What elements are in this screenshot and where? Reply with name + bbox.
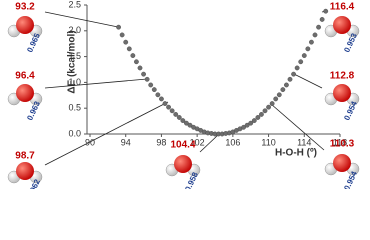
y-tick-label: 1.0	[68, 77, 81, 87]
annotation-arrow	[293, 73, 323, 89]
data-point	[244, 122, 250, 128]
data-point	[169, 108, 175, 114]
data-point	[273, 96, 279, 102]
data-point	[291, 71, 296, 77]
annotation-arrow	[270, 103, 325, 151]
data-point	[323, 8, 329, 14]
data-point	[251, 118, 257, 123]
oxygen-atom	[16, 162, 34, 180]
angle-label: 93.2	[15, 2, 35, 13]
angle-label: 116.4	[330, 2, 355, 13]
data-point	[166, 104, 171, 110]
data-point	[184, 120, 189, 126]
data-point	[301, 53, 307, 58]
data-point	[259, 111, 264, 117]
data-point	[176, 115, 182, 120]
data-point	[116, 24, 121, 30]
data-point	[266, 104, 271, 110]
data-point	[134, 59, 139, 65]
data-point	[137, 65, 143, 71]
oxygen-atom	[333, 84, 351, 102]
data-point	[187, 122, 193, 128]
data-point	[269, 101, 275, 106]
water-molecule	[324, 84, 360, 106]
x-tick-label: 118	[333, 137, 347, 147]
oxygen-atom	[333, 154, 351, 172]
data-point	[123, 39, 129, 45]
chart: ΔE (kcal/mol) H-O-H (º) 0.0 0.5 1.0 1.5 2.0 2…	[7, 0, 360, 189]
x-tick-label: 98	[156, 137, 166, 147]
data-point	[312, 32, 318, 38]
data-point	[151, 87, 157, 93]
x-tick-label: 114	[297, 137, 311, 147]
data-point	[162, 101, 168, 106]
bond-label: 0.954	[342, 99, 359, 121]
data-point	[180, 118, 186, 123]
data-point	[262, 108, 268, 114]
data-point	[305, 46, 311, 52]
angle-label: 96.4	[15, 71, 35, 82]
data-point	[255, 115, 261, 120]
y-axis-label: ΔE (kcal/mol)	[67, 30, 78, 93]
data-point	[294, 65, 300, 71]
bond-label: 0.965	[25, 31, 42, 53]
data-point	[148, 82, 154, 88]
data-point	[298, 59, 304, 65]
y-tick-label: 2.0	[68, 25, 81, 35]
y-tick-label: 1.5	[68, 51, 81, 61]
annotation-arrow	[44, 78, 148, 89]
page: {"chart_data": {"type": "scatter", "y_la…	[7, 0, 360, 189]
oxygen-atom	[333, 16, 351, 34]
data-point	[276, 92, 282, 98]
oxygen-atom	[16, 84, 34, 102]
water-molecule	[7, 16, 43, 38]
annotation-arrow	[44, 11, 119, 28]
y-tick-label: 2.5	[68, 0, 81, 9]
x-tick-label: 94	[121, 137, 131, 147]
data-point	[126, 46, 132, 52]
data-point	[287, 76, 293, 82]
x-axis-label: H-O-H (º)	[275, 148, 317, 159]
annotation-arrow	[44, 101, 169, 166]
data-point	[319, 17, 325, 22]
data-point	[248, 120, 254, 126]
bond-label: 0.953	[342, 31, 359, 53]
oxygen-atom	[16, 16, 34, 34]
oxygen-atom	[174, 155, 192, 173]
angle-label: 98.7	[15, 151, 35, 162]
angle-label: 112.8	[330, 71, 355, 82]
data-point	[309, 39, 314, 45]
water-molecule	[7, 84, 43, 106]
data-point	[173, 111, 179, 117]
data-point	[144, 76, 150, 82]
data-point	[284, 82, 289, 88]
data-point	[141, 71, 146, 77]
water-molecule	[324, 16, 360, 38]
data-point	[159, 96, 164, 102]
y-tick-label: 0.0	[68, 128, 81, 138]
bond-label: 0.963	[25, 99, 42, 121]
angle-label: 104.4	[170, 140, 195, 151]
data-point	[241, 124, 246, 130]
angle-label: 110.3	[330, 139, 355, 150]
y-tick-label: 0.5	[68, 103, 81, 113]
data-point	[155, 92, 161, 98]
water-molecule	[165, 155, 201, 177]
bond-label: 0.962	[25, 177, 42, 189]
water-molecule	[7, 162, 43, 184]
data-point	[130, 53, 136, 58]
annotation-arrow	[199, 134, 219, 153]
data-point	[280, 87, 286, 93]
x-tick-label: 106	[225, 137, 240, 147]
water-molecule	[324, 154, 360, 176]
data-point	[119, 32, 125, 38]
x-tick-label: 102	[190, 137, 205, 147]
x-tick-label: 110	[261, 137, 275, 147]
data-point	[316, 24, 321, 30]
